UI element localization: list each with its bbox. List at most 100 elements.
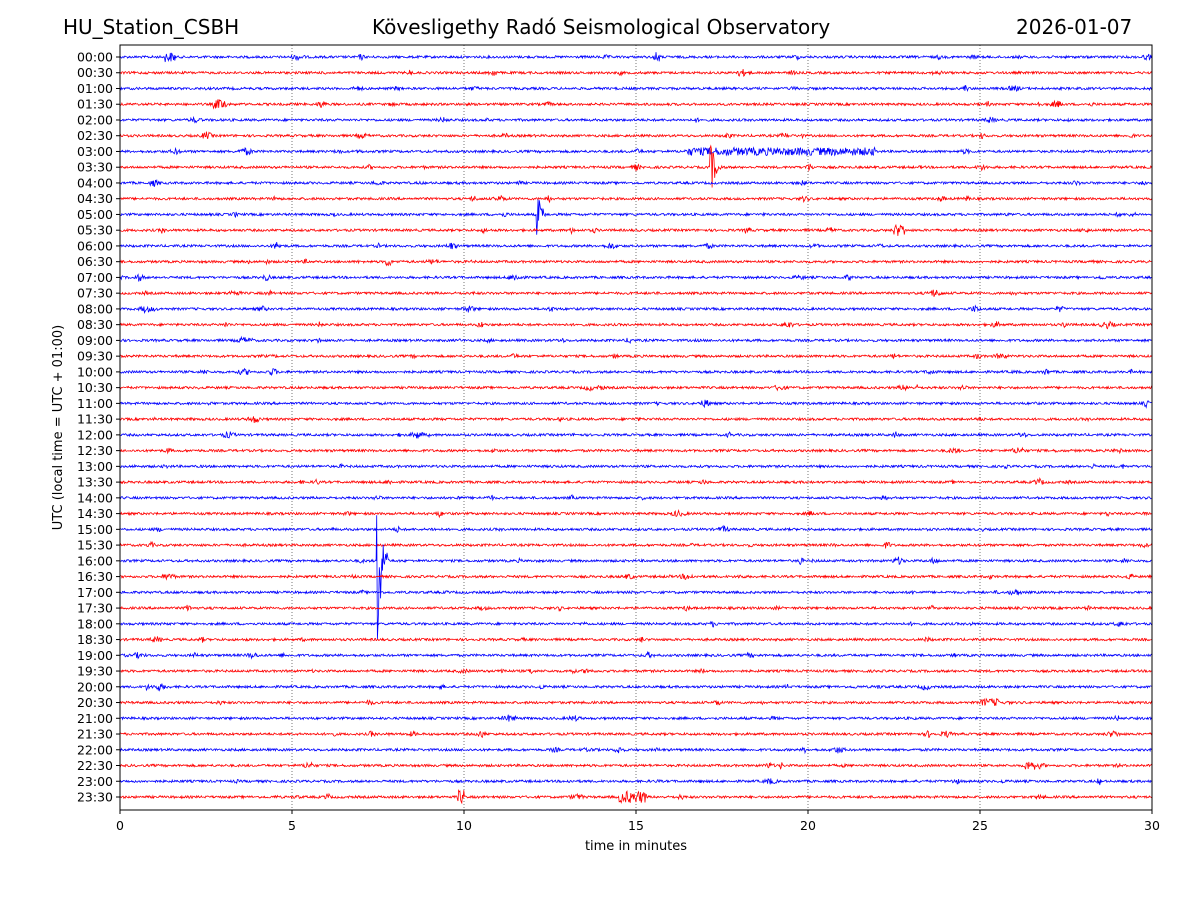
y-tick-label: 02:30 <box>77 128 113 143</box>
trace-0830 <box>119 320 1153 330</box>
y-tick-label: 17:30 <box>77 601 113 616</box>
y-tick-label: 03:30 <box>77 160 113 175</box>
trace-0530 <box>119 223 1153 236</box>
y-tick-label: 19:00 <box>77 648 113 663</box>
x-tick-label: 10 <box>456 818 472 833</box>
y-tick-label: 04:30 <box>77 191 113 206</box>
trace-2000 <box>119 683 1153 692</box>
y-tick-label: 15:00 <box>77 522 113 537</box>
y-tick-label: 05:30 <box>77 223 113 238</box>
trace-1300 <box>119 462 1153 470</box>
trace-1500 <box>119 524 1153 534</box>
y-tick-label: 12:00 <box>77 427 113 442</box>
trace-0700 <box>119 273 1153 282</box>
y-tick-label: 19:30 <box>77 664 113 679</box>
trace-0130 <box>119 99 1153 110</box>
y-tick-label: 14:00 <box>77 490 113 505</box>
y-tick-label: 00:00 <box>77 50 113 65</box>
y-tick-label: 07:00 <box>77 270 113 285</box>
trace-1130 <box>119 416 1153 424</box>
trace-0300 <box>119 146 1153 157</box>
y-tick-label: 16:30 <box>77 569 113 584</box>
y-tick-label: 16:00 <box>77 553 113 568</box>
trace-1330 <box>119 476 1153 486</box>
y-tick-label: 18:00 <box>77 616 113 631</box>
trace-2300 <box>119 778 1153 786</box>
trace-1530 <box>119 540 1153 549</box>
trace-0000 <box>119 52 1153 63</box>
y-tick-label: 06:00 <box>77 238 113 253</box>
x-tick-label: 30 <box>1144 818 1160 833</box>
trace-0930 <box>119 352 1153 360</box>
trace-1930 <box>119 667 1152 675</box>
y-tick-label: 17:00 <box>77 585 113 600</box>
trace-2230 <box>119 761 1153 770</box>
y-tick-label: 15:30 <box>77 538 113 553</box>
trace-0630 <box>119 258 1153 267</box>
trace-0800 <box>119 304 1153 314</box>
station-name: HU_Station_CSBH <box>63 15 240 39</box>
trace-1600 <box>119 515 1153 640</box>
trace-1400 <box>119 494 1153 502</box>
y-tick-label: 02:00 <box>77 112 113 127</box>
y-tick-label: 09:00 <box>77 333 113 348</box>
y-tick-label: 11:00 <box>77 396 113 411</box>
trace-1430 <box>119 508 1153 519</box>
y-tick-label: 23:30 <box>77 790 113 805</box>
y-tick-label: 10:30 <box>77 380 113 395</box>
y-tick-label: 08:30 <box>77 317 113 332</box>
y-tick-label: 21:30 <box>77 727 113 742</box>
trace-0030 <box>120 68 1153 77</box>
trace-0400 <box>119 178 1153 187</box>
x-tick-label: 0 <box>116 818 124 833</box>
y-tick-label: 00:30 <box>77 65 113 80</box>
y-axis-label: UTC (local time = UTC + 01:00) <box>51 325 66 530</box>
y-tick-label: 21:00 <box>77 711 113 726</box>
trace-1030 <box>119 384 1153 392</box>
trace-1200 <box>119 430 1153 439</box>
trace-1630 <box>119 573 1153 581</box>
trace-2200 <box>119 746 1153 755</box>
x-axis-label: time in minutes <box>585 839 687 854</box>
trace-0330 <box>119 144 1153 188</box>
y-tick-label: 10:00 <box>77 364 113 379</box>
trace-1800 <box>119 620 1153 628</box>
y-tick-label: 14:30 <box>77 506 113 521</box>
y-tick-label: 18:30 <box>77 632 113 647</box>
x-tick-label: 15 <box>628 818 644 833</box>
trace-0600 <box>119 242 1153 250</box>
y-tick-label: 22:00 <box>77 742 113 757</box>
trace-2100 <box>119 714 1153 723</box>
trace-0200 <box>119 115 1153 124</box>
trace-1830 <box>119 635 1153 643</box>
y-tick-label: 13:30 <box>77 475 113 490</box>
trace-1100 <box>119 399 1153 409</box>
y-tick-label: 20:30 <box>77 695 113 710</box>
trace-1000 <box>119 367 1153 377</box>
y-tick-label: 01:00 <box>77 81 113 96</box>
chart-date: 2026-01-07 <box>1016 15 1133 39</box>
y-tick-label: 06:30 <box>77 254 113 269</box>
x-tick-label: 5 <box>288 818 296 833</box>
y-tick-label: 05:00 <box>77 207 113 222</box>
y-tick-label: 07:30 <box>77 286 113 301</box>
y-tick-label: 20:00 <box>77 679 113 694</box>
trace-0500 <box>119 199 1153 235</box>
x-tick-label: 20 <box>800 818 816 833</box>
y-tick-label: 13:00 <box>77 459 113 474</box>
trace-1900 <box>119 650 1153 660</box>
trace-2030 <box>119 697 1153 706</box>
y-tick-label: 08:00 <box>77 301 113 316</box>
y-tick-label: 01:30 <box>77 97 113 112</box>
y-tick-label: 04:00 <box>77 175 113 190</box>
y-tick-label: 09:30 <box>77 349 113 364</box>
y-tick-label: 22:30 <box>77 758 113 773</box>
chart-title: Kövesligethy Radó Seismological Observat… <box>372 15 831 39</box>
trace-0100 <box>119 84 1152 92</box>
trace-1230 <box>119 446 1152 455</box>
trace-0430 <box>119 194 1153 204</box>
trace-2130 <box>119 730 1153 739</box>
y-tick-label: 03:00 <box>77 144 113 159</box>
